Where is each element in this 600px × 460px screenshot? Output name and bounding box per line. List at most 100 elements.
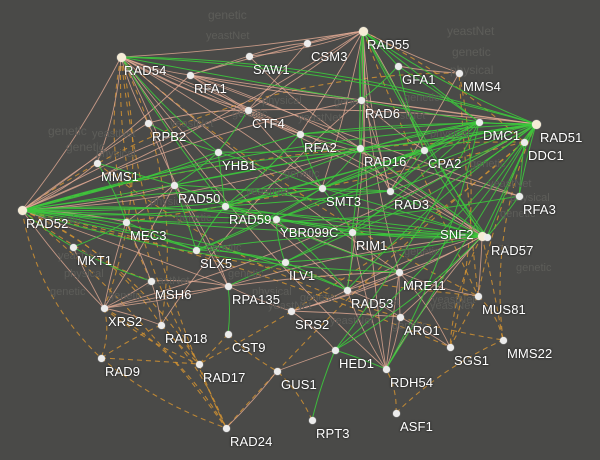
edge-genetic	[125, 141, 525, 223]
node-rad53[interactable]	[343, 286, 351, 294]
edge-genetic	[362, 30, 479, 297]
node-rfa3[interactable]	[515, 192, 523, 200]
edge-coexpression	[173, 151, 219, 186]
node-smt3[interactable]	[318, 184, 326, 192]
edge-genetic	[103, 307, 200, 365]
edge-physical	[21, 30, 364, 211]
node-srs2[interactable]	[287, 307, 295, 315]
node-rad17[interactable]	[195, 360, 203, 368]
node-rad52[interactable]	[17, 205, 27, 215]
node-snf2[interactable]	[477, 231, 487, 241]
edge-physical	[346, 289, 401, 318]
node-gfa1[interactable]	[394, 62, 402, 70]
edge-coexpression	[195, 205, 226, 251]
node-dmc1[interactable]	[475, 118, 483, 126]
node-rad24[interactable]	[222, 424, 230, 432]
node-rad18[interactable]	[157, 321, 165, 329]
node-sgs1[interactable]	[446, 343, 454, 351]
node-saw1[interactable]	[245, 52, 253, 60]
edge-coexpression	[195, 187, 323, 251]
edge-coexpression	[518, 141, 525, 197]
node-rpt3[interactable]	[308, 416, 316, 424]
node-cpa2[interactable]	[420, 146, 428, 154]
edge-physical	[398, 271, 451, 348]
edge-genetic	[120, 56, 168, 326]
node-rad6[interactable]	[357, 96, 365, 104]
edge-coexpression	[334, 235, 483, 351]
node-hed1[interactable]	[331, 346, 339, 354]
edge-physical	[290, 310, 336, 351]
edge-physical	[120, 30, 364, 58]
edge-coexpression	[224, 149, 425, 207]
edge-physical	[120, 56, 149, 124]
node-rim1[interactable]	[348, 228, 356, 236]
node-rad3[interactable]	[386, 187, 394, 195]
node-ddc1[interactable]	[520, 138, 528, 146]
edge-physical	[103, 280, 152, 309]
node-cst9[interactable]	[224, 330, 232, 338]
edge-coexpression	[284, 123, 537, 263]
edge-coexpression	[284, 261, 348, 291]
node-rad50[interactable]	[170, 181, 178, 189]
edge-coexpression	[346, 231, 353, 291]
edge-physical	[189, 74, 361, 149]
node-rfa2[interactable]	[296, 130, 304, 138]
node-rad9[interactable]	[97, 354, 105, 362]
node-mms4[interactable]	[455, 69, 463, 77]
edge-physical	[276, 349, 336, 372]
edge-physical	[21, 122, 149, 211]
node-ybr099c[interactable]	[272, 215, 280, 223]
node-rad57[interactable]	[483, 233, 491, 241]
node-slx5[interactable]	[192, 246, 200, 254]
node-rad54[interactable]	[116, 52, 126, 62]
edge-physical	[103, 184, 175, 309]
edge-coexpression	[275, 218, 348, 291]
edge-coexpression	[334, 349, 387, 370]
node-xrs2[interactable]	[100, 304, 108, 312]
node-mus81[interactable]	[474, 292, 482, 300]
node-rad16[interactable]	[356, 144, 364, 152]
node-yhb1[interactable]	[214, 148, 222, 156]
node-rad55[interactable]	[358, 26, 368, 36]
edge-genetic	[198, 333, 229, 365]
node-ctf4[interactable]	[244, 106, 252, 114]
edge-physical	[120, 56, 488, 238]
edge-genetic	[21, 209, 102, 359]
node-ilv1[interactable]	[281, 258, 289, 266]
edge-genetic	[395, 339, 504, 414]
edge-physical	[247, 109, 323, 189]
edge-coexpression	[389, 121, 480, 192]
edge-physical	[362, 30, 387, 370]
node-msh6[interactable]	[147, 277, 155, 285]
node-rad51[interactable]	[531, 119, 541, 129]
node-mms1[interactable]	[93, 159, 101, 167]
node-rpa135[interactable]	[224, 282, 232, 290]
edge-coexpression	[21, 209, 74, 248]
node-mre11[interactable]	[395, 268, 403, 276]
edge-physical	[150, 280, 229, 287]
node-rdh54[interactable]	[382, 365, 390, 373]
node-aro1[interactable]	[396, 313, 404, 321]
edge-coexpression	[518, 123, 537, 197]
edge-coexpression	[423, 121, 480, 151]
node-mkt1[interactable]	[69, 243, 77, 251]
node-asf1[interactable]	[392, 409, 400, 417]
node-rad59[interactable]	[221, 202, 229, 210]
edge-coexpression	[217, 109, 249, 153]
edge-coexpression	[351, 123, 537, 233]
edge-coexpression	[334, 121, 480, 351]
node-mec3[interactable]	[122, 218, 130, 226]
node-rpb2[interactable]	[144, 119, 152, 127]
edge-coexpression	[311, 349, 336, 421]
edge-coexpression	[147, 122, 219, 153]
node-rfa1[interactable]	[186, 71, 194, 79]
node-gus1[interactable]	[273, 367, 281, 375]
node-csm3[interactable]	[303, 39, 311, 47]
edge-coexpression	[21, 209, 197, 251]
node-mms22[interactable]	[499, 336, 507, 344]
edge-physical	[290, 289, 348, 312]
edge-genetic	[21, 209, 152, 282]
edge-genetic	[449, 295, 479, 348]
edge-genetic	[100, 357, 227, 429]
